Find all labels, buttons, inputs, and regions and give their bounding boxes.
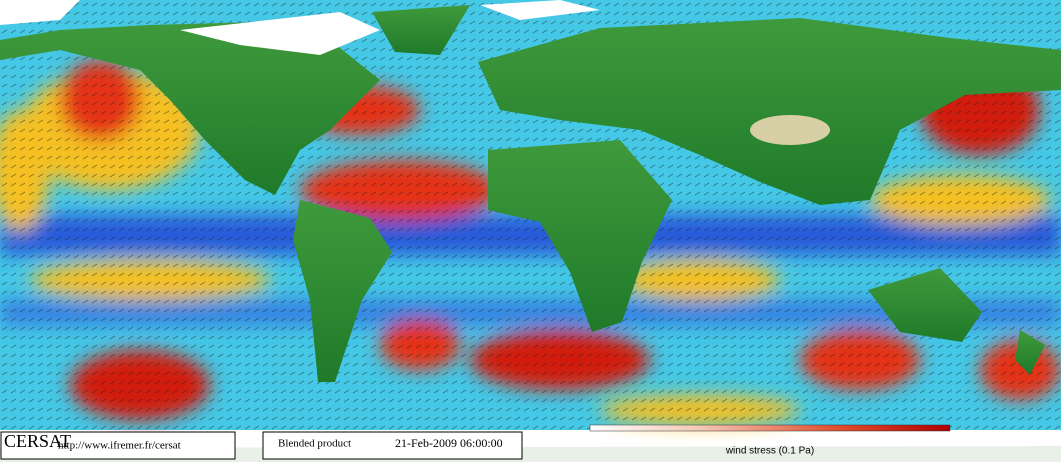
sea-ice [0,0,600,55]
footer: CERSAT http://www.ifremer.fr/cersat Blen… [0,431,523,460]
product-box [262,431,523,460]
colorbar: wind stress (0.1 Pa) [589,424,951,457]
product: Blended product [278,438,351,450]
colorbar-scale [589,424,951,432]
colorbar-label: wind stress (0.1 Pa) [725,446,814,457]
land [0,5,1061,462]
url: http://www.ifremer.fr/cersat [58,440,181,452]
date: 21-Feb-2009 06:00:00 [395,436,503,450]
logo-box [0,431,236,460]
logo: CERSAT [4,431,71,451]
